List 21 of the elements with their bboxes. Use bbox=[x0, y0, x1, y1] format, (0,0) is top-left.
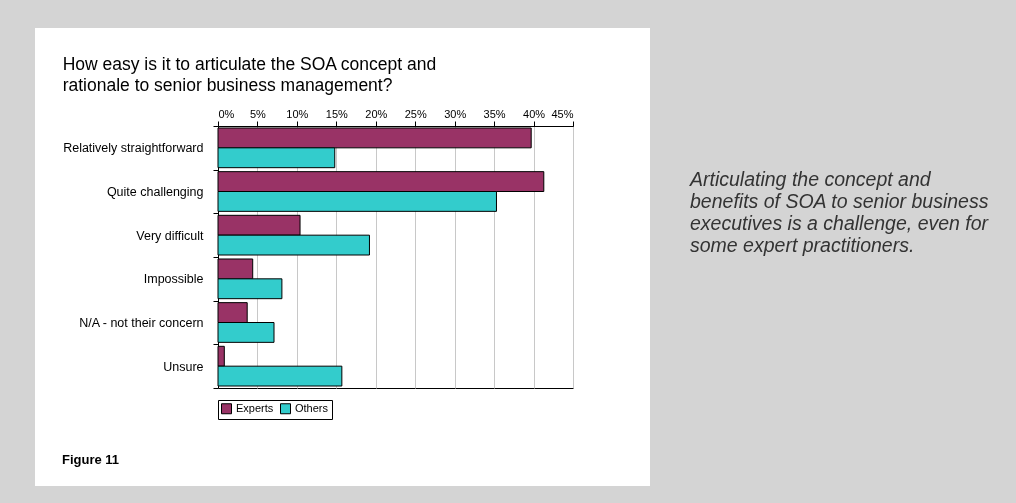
x-tick-label: 45% bbox=[551, 107, 574, 120]
y-tick-label: Relatively straightforward bbox=[63, 141, 204, 156]
x-tick-label: 10% bbox=[286, 107, 309, 120]
x-tick-label: 25% bbox=[404, 107, 427, 120]
x-tick-label: 30% bbox=[444, 107, 467, 120]
x-tick-label: 20% bbox=[365, 107, 388, 120]
x-tick-label: 40% bbox=[523, 107, 546, 120]
x-tick-label: 35% bbox=[483, 107, 506, 120]
y-tick-label: Very difficult bbox=[136, 228, 205, 243]
text: Articulating the concept and benefits of SOA to senior business executives is a challenge, even for some expert practitioners. bbox=[690, 168, 990, 256]
y-tick-label: Unsure bbox=[163, 359, 204, 374]
chart-title: How easy is it to articulate the SOA concept and rationale to senior business management? bbox=[62, 53, 437, 95]
caption: Figure 11 bbox=[62, 452, 120, 467]
y-tick-label: Impossible bbox=[143, 272, 204, 287]
legend-label: Experts bbox=[236, 401, 274, 414]
x-tick-label: 15% bbox=[325, 107, 349, 120]
y-tick-label: N/A - not their concern bbox=[79, 316, 204, 330]
x-tick-label: 0% bbox=[218, 107, 235, 120]
x-tick-label: 5% bbox=[249, 107, 267, 120]
y-tick-label: Quite challenging bbox=[106, 185, 204, 199]
legend-label: Others bbox=[295, 401, 329, 414]
